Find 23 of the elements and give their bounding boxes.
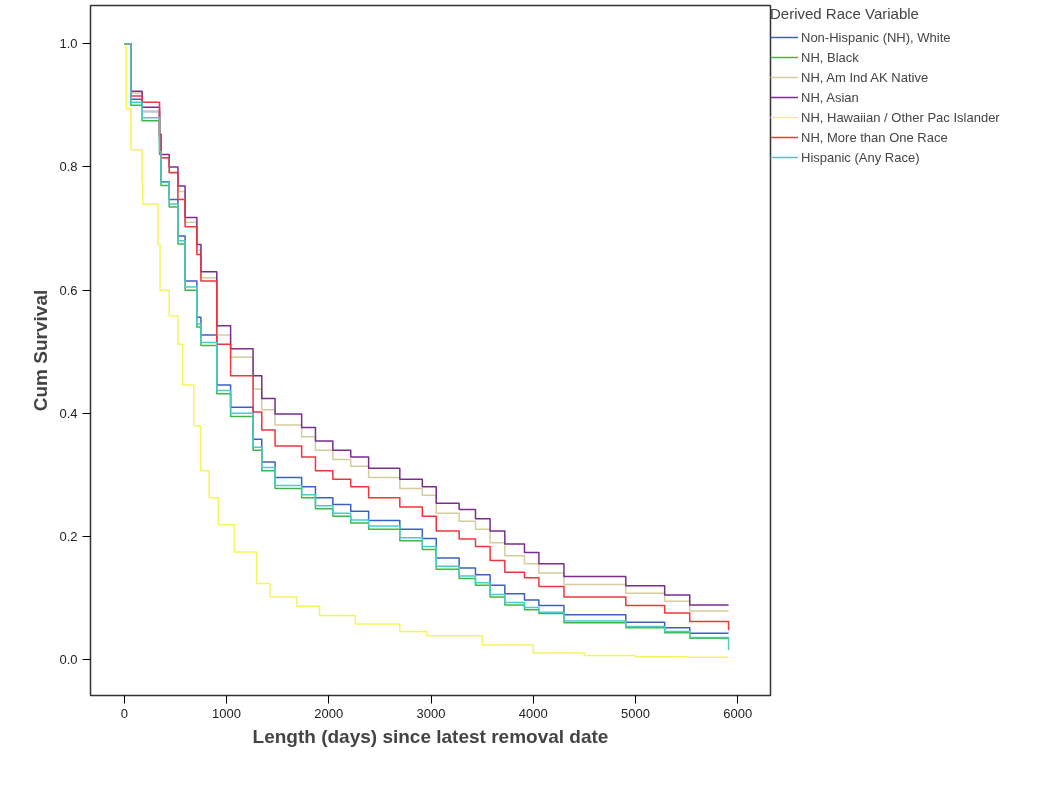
y-tick-label: 0.8 [59, 159, 78, 175]
y-tick-label: 0.4 [59, 405, 78, 421]
legend-label: Hispanic (Any Race) [801, 149, 920, 165]
x-tick-label: 1000 [212, 705, 241, 721]
y-tick-label: 1.0 [59, 36, 78, 52]
legend-label: NH, Black [801, 49, 859, 65]
y-tick-label: 0.2 [59, 529, 78, 545]
x-tick-label: 5000 [621, 705, 650, 721]
legend-label: NH, Am Ind AK Native [801, 69, 929, 85]
legend-label: NH, Hawaiian / Other Pac Islander [801, 109, 1000, 125]
x-tick-label: 4000 [518, 705, 548, 721]
legend-title: Derived Race Variable [770, 5, 920, 22]
x-tick-label: 6000 [723, 705, 753, 721]
legend-label: Non-Hispanic (NH), White [801, 29, 951, 45]
x-axis-title: Length (days) since latest removal date [252, 725, 609, 747]
legend-label: NH, More than One Race [801, 129, 948, 145]
y-axis-title: Cum Survival [30, 289, 52, 412]
x-tick-label: 3000 [416, 705, 446, 721]
y-tick-label: 0.6 [59, 282, 78, 298]
x-tick-label: 0 [120, 705, 128, 721]
x-tick-label: 2000 [314, 705, 344, 721]
y-tick-label: 0.0 [59, 652, 78, 668]
legend-label: NH, Asian [801, 89, 859, 105]
